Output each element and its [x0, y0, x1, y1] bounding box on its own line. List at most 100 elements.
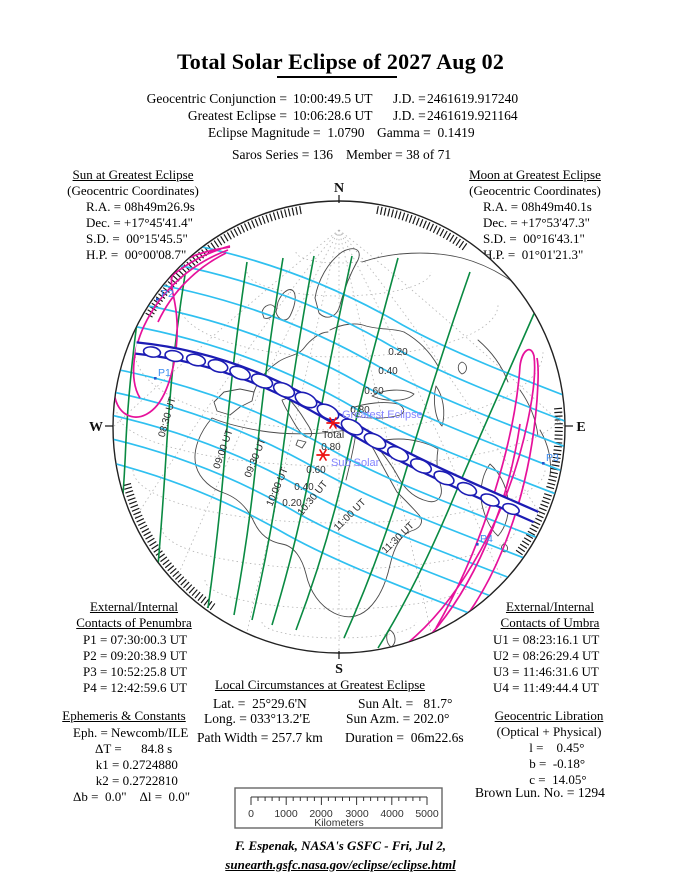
p3-label: P3 — [546, 452, 559, 464]
scale-major-ticks — [250, 797, 428, 805]
brown-lunation-number: Brown Lun. No. = 1294 — [475, 785, 605, 800]
scale-tick-4000: 4000 — [380, 808, 404, 820]
p1-time: P1 = 07:30:00.3 UT — [83, 632, 188, 647]
total-label: Total — [322, 429, 344, 441]
mag-label-n-020: 0.20 — [388, 347, 408, 358]
sun-panel: Sun at Greatest Eclipse (Geocentric Coor… — [40, 167, 226, 262]
local-sun-alt: Sun Alt. = 81.7° — [358, 696, 453, 711]
libration-l: l = 0.45° — [526, 740, 585, 755]
local-long: Long. = 033°13.2'E — [204, 711, 311, 726]
scale-tick-2000: 2000 — [309, 808, 333, 820]
scale-minor-ticks — [257, 797, 421, 801]
umbra-title-2: Contacts of Umbra — [500, 615, 600, 630]
sun-panel-title: Sun at Greatest Eclipse — [72, 167, 194, 182]
greatest-eclipse-value: 10:06:28.6 UT — [293, 108, 373, 123]
umbra-outlines — [142, 346, 520, 516]
k2-constant: k2 = 0.2722810 — [73, 773, 178, 788]
scale-tick-1000: 1000 — [274, 808, 298, 820]
local-path-width: Path Width = 257.7 km — [197, 730, 323, 745]
u3-time: U3 = 11:46:31.6 UT — [493, 664, 599, 679]
mag-label-s-060: 0.60 — [306, 465, 326, 476]
compass-south: S — [335, 662, 343, 677]
ephemeris-source: Eph. = Newcomb/ILE — [73, 725, 189, 740]
moon-ra: R.A. = 08h49m40.1s — [483, 199, 592, 214]
local-sun-azm: Sun Azm. = 202.0° — [346, 711, 450, 726]
p1-dot — [154, 377, 157, 380]
jd2-value: 2461619.921164 — [427, 108, 518, 123]
conjunction-block: Geocentric Conjunction = 10:00:49.5 UT J… — [77, 90, 519, 124]
p-contact-labels: P1 P2 P3 P4 — [158, 288, 559, 545]
p2-dot — [156, 298, 159, 301]
penumbra-title-2: Contacts of Penumbra — [76, 615, 192, 630]
u1-time: U1 = 08:23:16.1 UT — [493, 632, 600, 647]
p4-label: P4 — [480, 533, 493, 545]
sub-solar-marker — [316, 449, 330, 461]
p2-time: P2 = 09:20:38.9 UT — [83, 648, 188, 663]
scale-tick-3000: 3000 — [345, 808, 369, 820]
local-duration: Duration = 06m22.6s — [345, 730, 464, 745]
umbra-title-1: External/Internal — [505, 599, 595, 614]
moon-panel-subtitle: (Geocentric Coordinates) — [469, 183, 601, 198]
compass-north: N — [334, 181, 344, 196]
p4-dot — [476, 543, 479, 546]
saros-member: Member = 38 of 71 — [346, 147, 452, 162]
magnitude-labels: 0.20 0.40 0.60 0.80 0.80 0.60 0.40 0.20 — [282, 347, 408, 509]
conjunction-label: Geocentric Conjunction = — [146, 91, 287, 106]
p1-label: P1 — [158, 367, 171, 379]
mag-label-n-060: 0.60 — [364, 386, 384, 397]
local-circumstances-panel: Local Circumstances at Greatest Eclipse — [180, 677, 460, 693]
mag-label-n-040: 0.40 — [378, 366, 398, 377]
libration-b: b = -0.18° — [526, 756, 586, 771]
scale-unit-label: Kilometers — [314, 817, 364, 829]
delta-t: ΔT = 84.8 s — [73, 741, 173, 756]
magnitude-curves — [113, 230, 565, 653]
mag-label-n-080: 0.80 — [350, 405, 370, 416]
page-title: Total Solar Eclipse of 2027 Aug 02 — [176, 49, 505, 74]
compass-west: W — [89, 420, 103, 435]
greatest-eclipse-marker — [326, 417, 340, 429]
moon-panel: Moon at Greatest Eclipse (Geocentric Coo… — [447, 167, 623, 262]
libration-subtitle: (Optical + Physical) — [496, 724, 602, 739]
gamma: Gamma = 0.1419 — [377, 125, 475, 140]
ephemeris-title: Ephemeris & Constants — [62, 708, 186, 723]
footer-credit: F. Espenak, NASA's GSFC - Fri, Jul 2, — [234, 838, 447, 853]
p3-time: P3 = 10:52:25.8 UT — [83, 664, 188, 679]
moon-dec: Dec. = +17°53'47.3" — [483, 215, 590, 230]
footer-url[interactable]: sunearth.gsfc.nasa.gov/eclipse/eclipse.h… — [225, 857, 456, 872]
compass-east: E — [576, 420, 585, 435]
eclipse-magnitude: Eclipse Magnitude = 1.0790 — [208, 125, 365, 140]
mag-label-s-040: 0.40 — [294, 482, 314, 493]
libration-panel: Geocentric Libration (Optical + Physical… — [470, 708, 628, 800]
scale-tick-0: 0 — [248, 808, 254, 820]
penumbra-title-1: External/Internal — [89, 599, 179, 614]
k1-constant: k1 = 0.2724880 — [73, 757, 178, 772]
p-contact-dots — [154, 298, 545, 546]
u4-time: U4 = 11:49:44.4 UT — [493, 680, 599, 695]
mag-label-s-080: 0.80 — [321, 442, 341, 453]
local-lat: Lat. = 25°29.6'N — [213, 696, 307, 711]
p4-time: P4 = 12:42:59.6 UT — [83, 680, 188, 695]
mag-label-s-020: 0.20 — [282, 498, 302, 509]
sun-ra: R.A. = 08h49m26.9s — [86, 199, 195, 214]
jd1-value: 2461619.917240 — [427, 91, 519, 106]
delta-b-l: Δb = 0.0" Δl = 0.0" — [73, 789, 191, 804]
libration-c: c = 14.05° — [526, 772, 587, 787]
scale-tick-5000: 5000 — [415, 808, 439, 820]
scale-bar: 0 1000 2000 3000 4000 5000 Kilometers — [234, 787, 443, 829]
p3-dot — [542, 462, 545, 465]
compass — [105, 195, 573, 659]
penumbra-contacts-panel: External/Internal Contacts of Penumbra P… — [48, 599, 220, 695]
greatest-eclipse-label: Greatest Eclipse = — [187, 108, 287, 123]
title-rule — [277, 76, 397, 78]
sun-hp: H.P. = 00°00'08.7" — [86, 247, 187, 262]
local-title: Local Circumstances at Greatest Eclipse — [214, 677, 426, 692]
umbra-contacts-panel: External/Internal Contacts of Umbra U1 =… — [464, 599, 636, 695]
u2-time: U2 = 08:26:29.4 UT — [493, 648, 600, 663]
sun-sd: S.D. = 00°15'45.5" — [86, 231, 188, 246]
p2-label: P2 — [161, 288, 174, 300]
scale-bar-box — [234, 787, 443, 829]
saros-series: Saros Series = 136 — [232, 147, 333, 162]
moon-panel-title: Moon at Greatest Eclipse — [469, 167, 601, 182]
